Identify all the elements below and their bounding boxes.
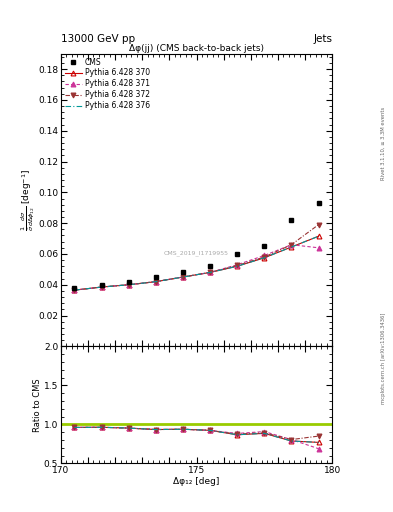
Pythia 6.428 371 [72,287,77,293]
Pythia 6.428 371 [235,262,240,268]
Line: Pythia 6.428 376: Pythia 6.428 376 [75,236,318,290]
Pythia 6.428 370 [153,279,158,285]
CMS [153,274,158,280]
Pythia 6.428 371 [289,242,294,248]
Pythia 6.428 372 [153,279,158,285]
Pythia 6.428 370 [72,287,77,293]
CMS [235,251,240,257]
Pythia 6.428 372 [99,284,104,290]
Pythia 6.428 376 [289,244,294,250]
Line: Pythia 6.428 372: Pythia 6.428 372 [72,222,321,292]
Pythia 6.428 370 [316,233,321,239]
Legend: CMS, Pythia 6.428 370, Pythia 6.428 371, Pythia 6.428 372, Pythia 6.428 376: CMS, Pythia 6.428 370, Pythia 6.428 371,… [63,56,151,112]
CMS [316,200,321,206]
Pythia 6.428 370 [180,274,185,280]
Text: 13000 GeV pp: 13000 GeV pp [61,33,135,44]
Pythia 6.428 371 [99,284,104,290]
Pythia 6.428 371 [127,282,131,288]
Pythia 6.428 371 [180,274,185,280]
Text: Rivet 3.1.10, ≥ 3.3M events: Rivet 3.1.10, ≥ 3.3M events [381,106,386,180]
Pythia 6.428 372 [235,263,240,269]
Pythia 6.428 372 [127,282,131,288]
Text: mcplots.cern.ch [arXiv:1306.3436]: mcplots.cern.ch [arXiv:1306.3436] [381,313,386,404]
Pythia 6.428 371 [262,252,267,259]
Pythia 6.428 376 [72,287,77,293]
CMS [127,279,131,285]
CMS [289,217,294,223]
X-axis label: Δφ₁₂ [deg]: Δφ₁₂ [deg] [173,477,220,485]
Pythia 6.428 370 [235,263,240,269]
Pythia 6.428 370 [99,284,104,290]
CMS [99,282,104,288]
Pythia 6.428 371 [153,279,158,285]
Pythia 6.428 370 [127,282,131,288]
Pythia 6.428 372 [208,269,213,275]
Pythia 6.428 371 [208,269,213,275]
Pythia 6.428 376 [99,284,104,290]
Pythia 6.428 376 [208,269,213,275]
Pythia 6.428 370 [208,269,213,275]
Pythia 6.428 376 [153,279,158,285]
CMS [72,285,77,291]
Pythia 6.428 372 [72,287,77,293]
Pythia 6.428 376 [262,254,267,261]
Line: Pythia 6.428 370: Pythia 6.428 370 [72,234,321,292]
Y-axis label: $\frac{1}{\bar{\sigma}}\frac{d\sigma}{d\Delta\phi_{12}}$ [deg$^{-1}$]: $\frac{1}{\bar{\sigma}}\frac{d\sigma}{d\… [19,169,37,231]
Pythia 6.428 372 [316,222,321,228]
Text: Jets: Jets [313,33,332,44]
CMS [208,263,213,269]
Text: CMS_2019_I1719955: CMS_2019_I1719955 [164,250,229,255]
Pythia 6.428 372 [180,274,185,280]
Pythia 6.428 371 [316,245,321,251]
Title: Δφ(jj) (CMS back-to-back jets): Δφ(jj) (CMS back-to-back jets) [129,44,264,53]
CMS [262,243,267,249]
Pythia 6.428 372 [289,242,294,248]
Pythia 6.428 376 [180,274,185,280]
Pythia 6.428 376 [127,282,131,288]
Pythia 6.428 370 [262,254,267,261]
Pythia 6.428 372 [262,254,267,260]
Y-axis label: Ratio to CMS: Ratio to CMS [33,378,42,432]
CMS [180,269,185,275]
Pythia 6.428 376 [316,233,321,239]
Line: Pythia 6.428 371: Pythia 6.428 371 [72,242,321,292]
Pythia 6.428 370 [289,244,294,250]
Pythia 6.428 376 [235,263,240,269]
Line: CMS: CMS [72,201,321,290]
